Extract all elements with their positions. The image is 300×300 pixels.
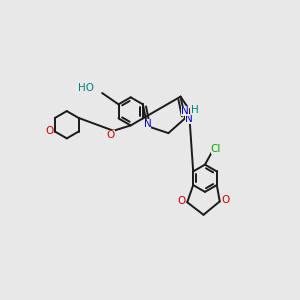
Text: HO: HO xyxy=(78,83,94,93)
Text: Cl: Cl xyxy=(211,144,221,154)
Text: H: H xyxy=(191,105,199,115)
Text: N: N xyxy=(182,106,189,116)
Text: O: O xyxy=(221,195,229,205)
Text: O: O xyxy=(106,130,115,140)
Text: O: O xyxy=(178,196,186,206)
Text: O: O xyxy=(45,126,53,136)
Text: N: N xyxy=(144,119,152,129)
Text: N: N xyxy=(185,114,193,124)
